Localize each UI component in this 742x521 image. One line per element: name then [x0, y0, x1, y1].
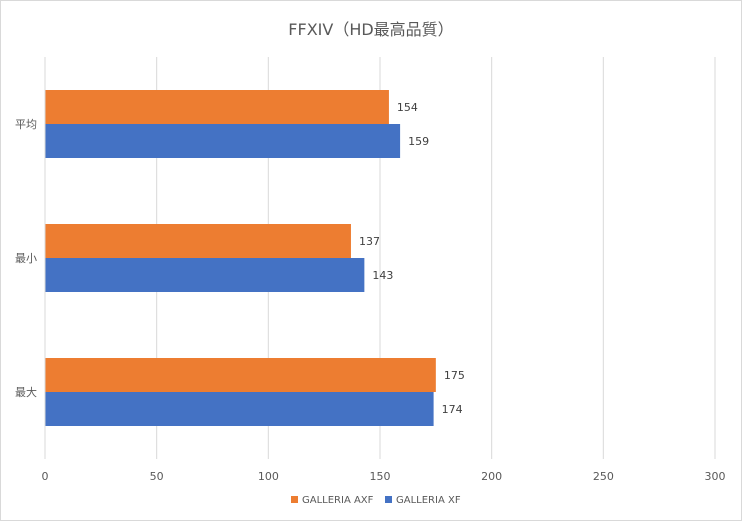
bar-galleria-xf-0	[45, 124, 401, 158]
data-label: 137	[359, 235, 380, 248]
x-tick-label: 0	[42, 470, 49, 483]
data-label: 143	[372, 269, 393, 282]
bar-galleria-axf-0	[45, 90, 389, 124]
legend-swatch	[385, 496, 392, 503]
data-label: 174	[442, 403, 463, 416]
bars	[45, 90, 436, 426]
data-labels: 154 159 137 143 175 174	[359, 101, 465, 416]
x-tick-label: 300	[705, 470, 726, 483]
legend-swatch	[291, 496, 298, 503]
data-label: 154	[397, 101, 418, 114]
category-label: 平均	[15, 118, 37, 131]
bar-galleria-xf-1	[45, 258, 365, 292]
legend-label: GALLERIA AXF	[302, 495, 374, 506]
category-label: 最小	[15, 252, 37, 265]
category-label: 最大	[15, 385, 37, 399]
data-label: 159	[408, 135, 429, 148]
x-tick-label: 200	[481, 470, 502, 483]
bar-galleria-xf-2	[45, 392, 434, 426]
x-tick-label: 50	[150, 470, 164, 483]
data-label: 175	[444, 369, 465, 382]
x-tick-label: 250	[593, 470, 614, 483]
bar-galleria-axf-1	[45, 224, 351, 258]
x-tick-label: 100	[258, 470, 279, 483]
chart-title: FFXIV（HD最高品質）	[288, 20, 453, 39]
legend-label: GALLERIA XF	[396, 495, 461, 506]
bar-galleria-axf-2	[45, 358, 436, 392]
legend: GALLERIA AXF GALLERIA XF	[291, 495, 461, 506]
x-tick-label: 150	[370, 470, 391, 483]
